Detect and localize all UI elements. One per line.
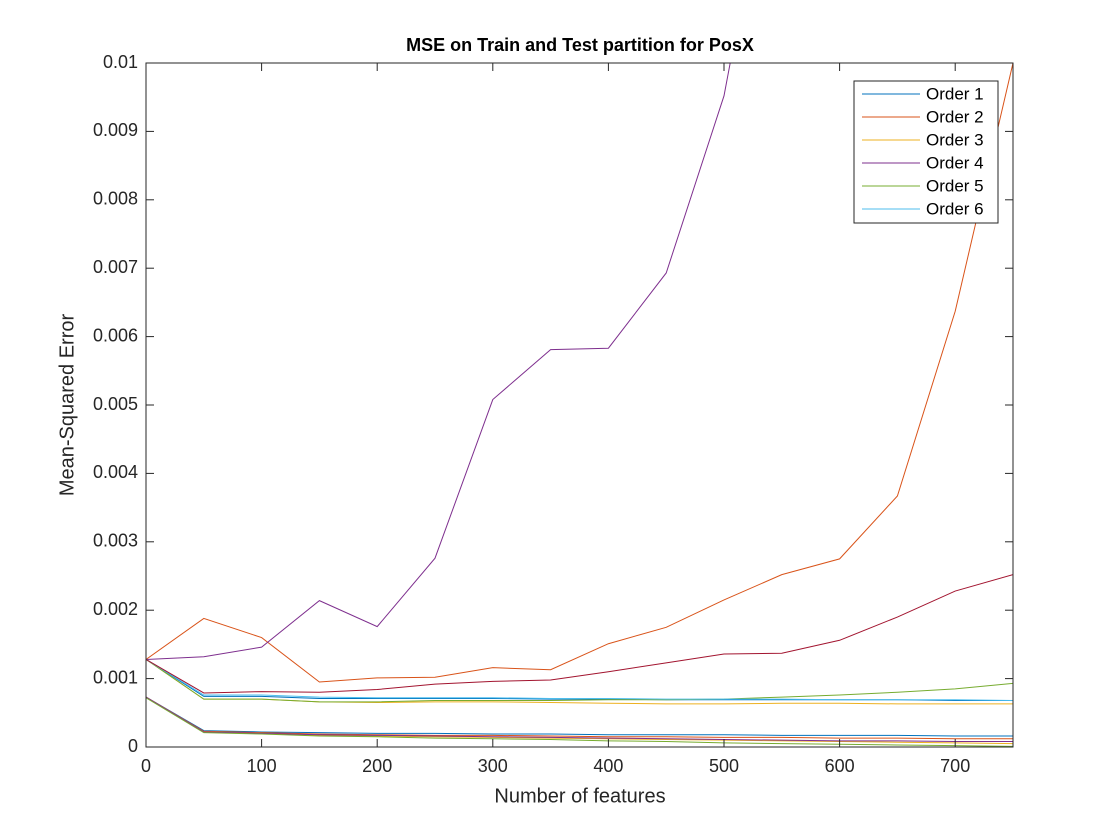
- series-line: [146, 696, 1013, 743]
- series-line: [146, 659, 1013, 701]
- plot-area: [146, 63, 1013, 747]
- legend-label: Order 2: [926, 107, 984, 126]
- legend-label: Order 5: [926, 176, 984, 195]
- series-line: [146, 696, 1013, 737]
- x-tick-label: 500: [709, 756, 739, 776]
- x-tick-label: 200: [362, 756, 392, 776]
- series-line: [146, 697, 1013, 747]
- y-tick-label: 0: [128, 736, 138, 756]
- legend-label: Order 3: [926, 130, 984, 149]
- x-tick-label: 600: [825, 756, 855, 776]
- y-tick-label: 0.001: [93, 667, 138, 687]
- y-tick-label: 0.003: [93, 531, 138, 551]
- series-line: [146, 696, 1013, 740]
- series-line: [146, 63, 731, 660]
- y-tick-label: 0.008: [93, 189, 138, 209]
- series-line: [146, 574, 1013, 694]
- y-tick-label: 0.002: [93, 599, 138, 619]
- x-tick-label: 0: [141, 756, 151, 776]
- series-line: [146, 659, 1013, 703]
- x-axis-label: Number of features: [494, 785, 665, 807]
- x-tick-label: 400: [593, 756, 623, 776]
- x-tick-label: 100: [247, 756, 277, 776]
- chart-title: MSE on Train and Test partition for PosX: [406, 35, 754, 55]
- y-tick-label: 0.01: [103, 52, 138, 72]
- series-line: [146, 63, 1013, 683]
- y-tick-label: 0.009: [93, 120, 138, 140]
- y-tick-label: 0.005: [93, 394, 138, 414]
- x-tick-label: 300: [478, 756, 508, 776]
- y-axis-label: Mean-Squared Error: [56, 314, 78, 497]
- legend-label: Order 4: [926, 153, 984, 172]
- y-tick-label: 0.006: [93, 325, 138, 345]
- x-tick-label: 700: [940, 756, 970, 776]
- legend-label: Order 6: [926, 199, 984, 218]
- legend-label: Order 1: [926, 84, 984, 103]
- y-tick-label: 0.007: [93, 257, 138, 277]
- y-tick-label: 0.004: [93, 462, 138, 482]
- legend-box: [853, 80, 999, 224]
